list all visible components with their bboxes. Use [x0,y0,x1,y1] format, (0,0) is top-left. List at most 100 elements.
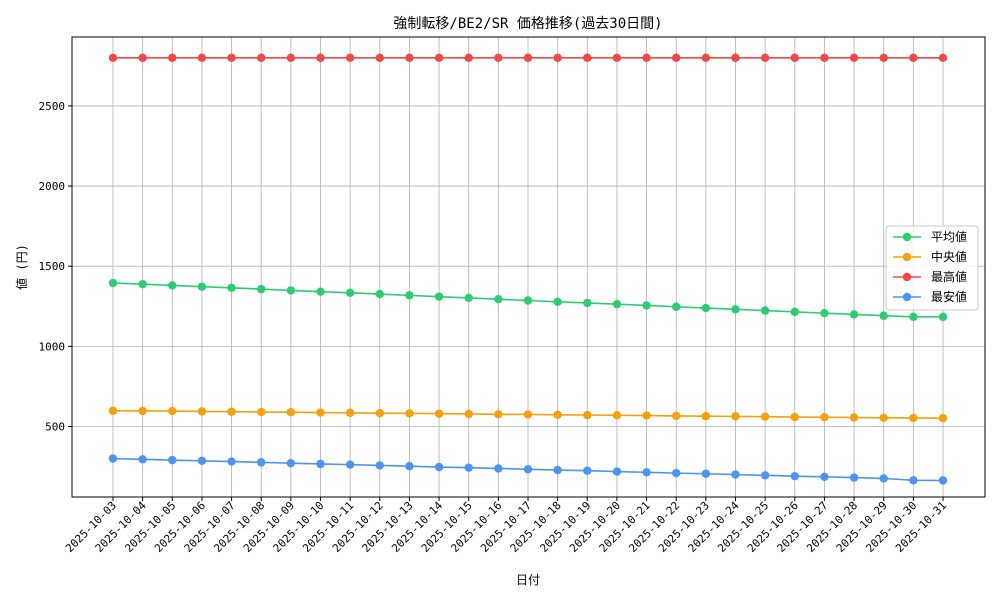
data-point [168,406,177,416]
data-point [760,306,770,315]
data-point [464,293,473,303]
legend-label: 最安値 [931,289,967,304]
legend-marker [902,292,912,302]
data-point [938,312,948,322]
data-point [701,53,711,63]
data-point [523,296,533,305]
data-point [257,284,266,294]
data-point [820,472,829,482]
y-tick-label: 500 [45,420,65,433]
data-point [879,53,888,63]
data-point [494,410,503,419]
data-point [672,53,681,63]
data-point [820,53,829,63]
data-point [286,286,296,295]
data-point [138,279,147,289]
data-point [731,470,740,479]
legend-marker [902,272,912,282]
data-point [405,462,414,471]
data-point [257,407,266,417]
data-point [583,466,592,475]
data-point [405,291,414,300]
legend-label: 最高値 [931,269,967,284]
data-point [345,460,355,469]
data-point [820,308,829,318]
data-point [138,455,147,464]
data-point [227,457,236,466]
data-point [108,454,118,463]
data-point [286,53,296,63]
data-point [434,53,444,63]
data-point [760,412,770,421]
data-point [197,456,207,465]
data-point [227,283,236,293]
legend-label: 中央値 [931,249,967,264]
data-point [108,53,118,63]
data-point [405,409,414,418]
data-point [553,410,562,419]
chart-title: 強制転移/BE2/SR 価格推移(過去30日間) [393,16,662,32]
data-point [938,53,948,63]
data-point [197,407,207,416]
data-point [938,413,948,423]
data-point [701,469,711,478]
data-point [316,53,325,63]
y-tick-label: 1500 [39,260,66,273]
legend-marker [902,252,912,262]
data-point [108,406,118,415]
grid [72,37,985,497]
data-point [286,408,296,417]
data-point [286,458,296,468]
data-point [375,408,384,418]
data-point [879,474,888,483]
data-point [612,299,622,309]
data-point [464,463,473,472]
data-point [494,464,503,473]
data-point [227,53,236,63]
data-point [523,410,533,419]
data-point [642,53,651,63]
data-point [612,411,622,420]
y-axis-label: 値 (円) [14,244,29,290]
data-point [820,412,829,422]
data-point [909,53,918,63]
series-2 [108,53,948,63]
data-point [316,408,325,417]
data-point [879,311,888,320]
series-layer [108,53,948,485]
y-tick-label: 2000 [39,180,66,193]
data-point [790,412,799,422]
data-point [434,409,444,418]
data-point [672,468,681,478]
data-point [257,458,266,467]
data-point [642,468,651,477]
data-point [138,53,147,63]
legend-marker [902,232,912,242]
data-point [345,408,355,418]
data-point [108,278,118,288]
data-point [316,459,325,469]
data-point [790,471,799,481]
y-tick-label: 2500 [39,100,66,113]
data-point [434,462,444,472]
y-tick-label: 1000 [39,340,66,353]
data-point [672,411,681,421]
data-point [583,53,592,63]
data-point [197,282,207,291]
data-point [849,310,859,319]
data-point [731,412,740,421]
data-point [257,53,266,63]
data-point [909,476,918,485]
data-point [553,53,562,63]
data-point [197,53,207,63]
data-point [494,295,503,304]
data-point [583,410,592,420]
data-point [464,53,473,63]
data-point [879,413,888,423]
data-point [345,53,355,63]
data-point [642,301,651,310]
data-point [523,53,533,63]
data-point [168,455,177,465]
